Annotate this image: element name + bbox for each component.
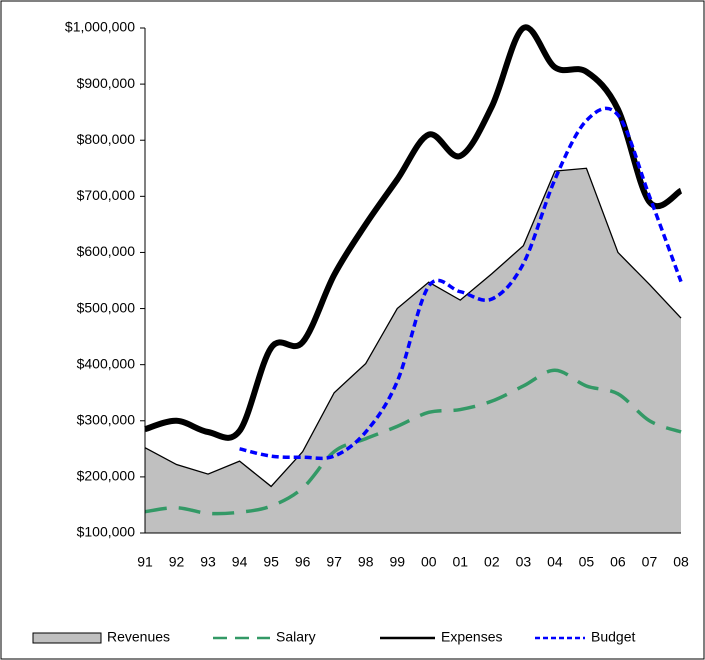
y-tick-label: $200,000 — [77, 468, 136, 484]
x-tick-label: 91 — [137, 554, 153, 570]
x-tick-label: 97 — [326, 554, 342, 570]
y-tick-label: $900,000 — [77, 75, 136, 91]
series-line — [144, 24, 683, 441]
y-tick-label: $500,000 — [77, 299, 136, 315]
x-tick-label: 05 — [579, 554, 595, 570]
x-tick-label: 06 — [610, 554, 626, 570]
y-tick-label: $800,000 — [77, 131, 136, 147]
x-tick-label: 08 — [673, 554, 689, 570]
x-tick-label: 00 — [421, 554, 437, 570]
series-line — [144, 368, 682, 516]
series-line — [239, 106, 683, 461]
series-area-outline — [144, 167, 682, 488]
x-tick-label: 02 — [484, 554, 500, 570]
x-tick-label: 07 — [642, 554, 658, 570]
y-tick-label: $300,000 — [77, 411, 136, 427]
legend-swatch — [32, 632, 102, 644]
y-tick-label: $400,000 — [77, 355, 136, 371]
x-tick-label: 99 — [389, 554, 405, 570]
x-tick-label: 96 — [295, 554, 311, 570]
x-tick-label: 92 — [169, 554, 185, 570]
legend-label: Revenues — [107, 629, 170, 645]
x-tick-label: 04 — [547, 554, 563, 570]
y-tick-label: $700,000 — [77, 187, 136, 203]
x-tick-label: 01 — [453, 554, 469, 570]
x-tick-label: 03 — [516, 554, 532, 570]
legend-label: Expenses — [441, 629, 502, 645]
legend-label: Budget — [591, 629, 635, 645]
series-area — [145, 168, 681, 533]
x-tick-label: 93 — [200, 554, 216, 570]
x-tick-label: 95 — [263, 554, 279, 570]
y-tick-label: $100,000 — [77, 524, 136, 540]
legend-label: Salary — [276, 629, 316, 645]
x-tick-label: 94 — [232, 554, 248, 570]
x-tick-label: 98 — [358, 554, 374, 570]
y-tick-label: $1,000,000 — [65, 19, 135, 35]
y-tick-label: $600,000 — [77, 243, 136, 259]
